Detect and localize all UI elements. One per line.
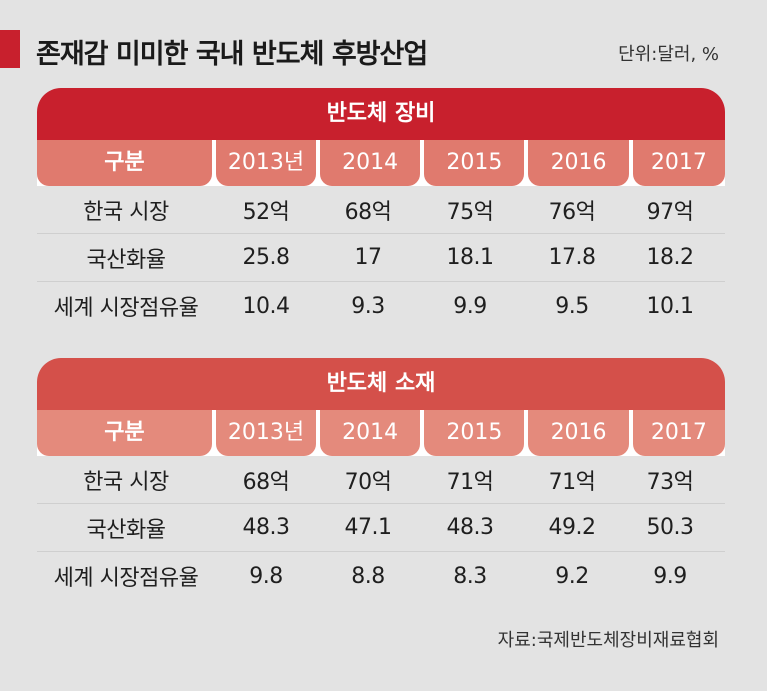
column-header: 구분 xyxy=(37,410,212,456)
table-cell: 75억 xyxy=(446,199,494,225)
table-cell: 47.1 xyxy=(344,515,392,540)
table-row: 세계 시장점유율 10.4 9.3 9.9 9.5 10.1 xyxy=(37,282,725,330)
column-header: 2015 xyxy=(424,140,525,186)
table-cell: 97억 xyxy=(646,199,694,225)
column-header: 2014 xyxy=(320,140,421,186)
row-label: 한국 시장 xyxy=(83,199,169,225)
table-cell: 9.9 xyxy=(653,563,687,589)
table-cell: 71억 xyxy=(446,469,494,495)
column-header: 2017 xyxy=(632,140,726,186)
table-cell: 18.1 xyxy=(446,245,494,270)
column-header: 2013년 xyxy=(215,140,317,186)
row-label: 국산화율 xyxy=(86,517,166,543)
table-cell: 18.2 xyxy=(646,245,694,270)
section-equipment: 반도체 장비 구분 2013년 2014 2015 2016 2017 한국 시… xyxy=(37,88,726,330)
table-cell: 48.3 xyxy=(242,515,290,540)
table-cell: 50.3 xyxy=(646,515,694,540)
table-body: 한국 시장 52억 68억 75억 76억 97억 국산화율 25.8 17 1… xyxy=(37,186,725,330)
table-cell: 10.1 xyxy=(646,293,694,319)
table-cell: 17.8 xyxy=(548,245,596,270)
table-cell: 73억 xyxy=(646,469,694,495)
table-cell: 10.4 xyxy=(242,293,290,319)
table-cell: 8.8 xyxy=(351,563,385,589)
table-row: 국산화율 48.3 47.1 48.3 49.2 50.3 xyxy=(37,504,725,552)
table-cell: 76억 xyxy=(548,199,596,225)
table-cell: 25.8 xyxy=(242,245,290,270)
table-row: 한국 시장 52억 68억 75억 76억 97억 xyxy=(37,186,725,234)
table-cell: 52억 xyxy=(242,199,290,225)
column-header: 2017 xyxy=(632,410,726,456)
row-label: 한국 시장 xyxy=(83,469,169,495)
unit-label: 단위:달러, % xyxy=(618,44,719,65)
row-label: 세계 시장점유율 xyxy=(53,566,199,591)
section-title: 반도체 소재 xyxy=(37,358,725,410)
table-cell: 71억 xyxy=(548,469,596,495)
table-cell: 68억 xyxy=(344,199,392,225)
section-title: 반도체 장비 xyxy=(37,88,725,140)
column-header: 구분 xyxy=(37,140,212,186)
table-cell: 70억 xyxy=(344,469,392,495)
source-note: 자료:국제반도체장비재료협회 xyxy=(497,630,719,651)
accent-bar xyxy=(0,30,20,68)
column-header: 2016 xyxy=(528,410,629,456)
column-header-row: 구분 2013년 2014 2015 2016 2017 xyxy=(37,140,726,186)
table-cell: 9.5 xyxy=(555,293,589,319)
table-cell: 49.2 xyxy=(548,515,596,540)
table-cell: 68억 xyxy=(242,469,290,495)
table-body: 한국 시장 68억 70억 71억 71억 73억 국산화율 48.3 47.1… xyxy=(37,456,725,600)
table-cell: 48.3 xyxy=(446,515,494,540)
table-cell: 17 xyxy=(354,245,383,270)
column-header-row: 구분 2013년 2014 2015 2016 2017 xyxy=(37,410,726,456)
page-title: 존재감 미미한 국내 반도체 후방산업 xyxy=(36,39,428,70)
table-cell: 9.2 xyxy=(555,563,589,589)
table-cell: 9.9 xyxy=(453,293,487,319)
table-cell: 9.8 xyxy=(249,563,283,589)
table-row: 한국 시장 68억 70억 71억 71억 73억 xyxy=(37,456,725,504)
column-header: 2016 xyxy=(528,140,629,186)
column-header: 2015 xyxy=(424,410,525,456)
column-header: 2013년 xyxy=(215,410,317,456)
table-row: 국산화율 25.8 17 18.1 17.8 18.2 xyxy=(37,234,725,282)
row-label: 세계 시장점유율 xyxy=(53,296,199,321)
row-label: 국산화율 xyxy=(86,247,166,273)
column-header: 2014 xyxy=(320,410,421,456)
table-row: 세계 시장점유율 9.8 8.8 8.3 9.2 9.9 xyxy=(37,552,725,600)
table-cell: 9.3 xyxy=(351,293,385,319)
table-cell: 8.3 xyxy=(453,563,487,589)
section-materials: 반도체 소재 구분 2013년 2014 2015 2016 2017 한국 시… xyxy=(37,358,726,600)
